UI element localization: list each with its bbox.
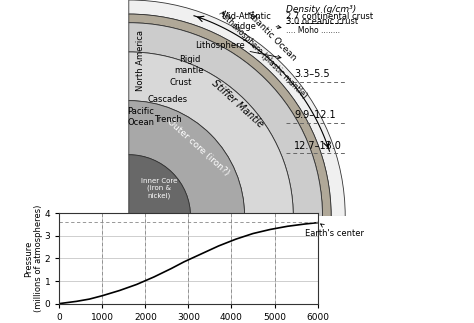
Text: Earth's center: Earth's center: [305, 224, 364, 238]
Wedge shape: [129, 155, 191, 216]
Text: Atlantic Ocean: Atlantic Ocean: [245, 9, 298, 63]
Wedge shape: [129, 0, 345, 216]
Text: 12.7–13.0: 12.7–13.0: [294, 141, 342, 151]
Text: Lithosphere: Lithosphere: [195, 41, 281, 59]
Wedge shape: [129, 23, 322, 216]
Text: North America: North America: [136, 30, 145, 91]
Text: Inner Core
(iron &
nickel): Inner Core (iron & nickel): [141, 178, 177, 199]
Text: Pacific
Ocean: Pacific Ocean: [127, 107, 154, 127]
Text: 3.3–5.5: 3.3–5.5: [294, 69, 330, 79]
Text: 9.9–12.1: 9.9–12.1: [294, 110, 336, 120]
Text: Stiffer Mantle: Stiffer Mantle: [209, 78, 265, 130]
Text: Rigid
mantle: Rigid mantle: [174, 55, 204, 75]
Wedge shape: [129, 14, 331, 216]
Text: .... Moho ........: .... Moho ........: [286, 26, 340, 36]
Text: 3.0 oceanic crust: 3.0 oceanic crust: [286, 17, 358, 26]
Text: Outer core (iron?): Outer core (iron?): [165, 117, 231, 177]
Text: Trench: Trench: [154, 115, 182, 123]
Text: Asthenosphere (plastic mantle): Asthenosphere (plastic mantle): [217, 8, 309, 100]
Text: Crust: Crust: [170, 78, 192, 87]
Text: 2.7 continental crust: 2.7 continental crust: [286, 12, 373, 21]
Y-axis label: Pressure
(millions of atmospheres): Pressure (millions of atmospheres): [24, 205, 43, 312]
Wedge shape: [129, 52, 293, 216]
Text: Density (g/cm³): Density (g/cm³): [286, 5, 356, 15]
Text: Cascades: Cascades: [148, 95, 188, 104]
Text: Mid-Atlantic
ridge: Mid-Atlantic ridge: [221, 12, 281, 31]
Wedge shape: [129, 101, 245, 216]
